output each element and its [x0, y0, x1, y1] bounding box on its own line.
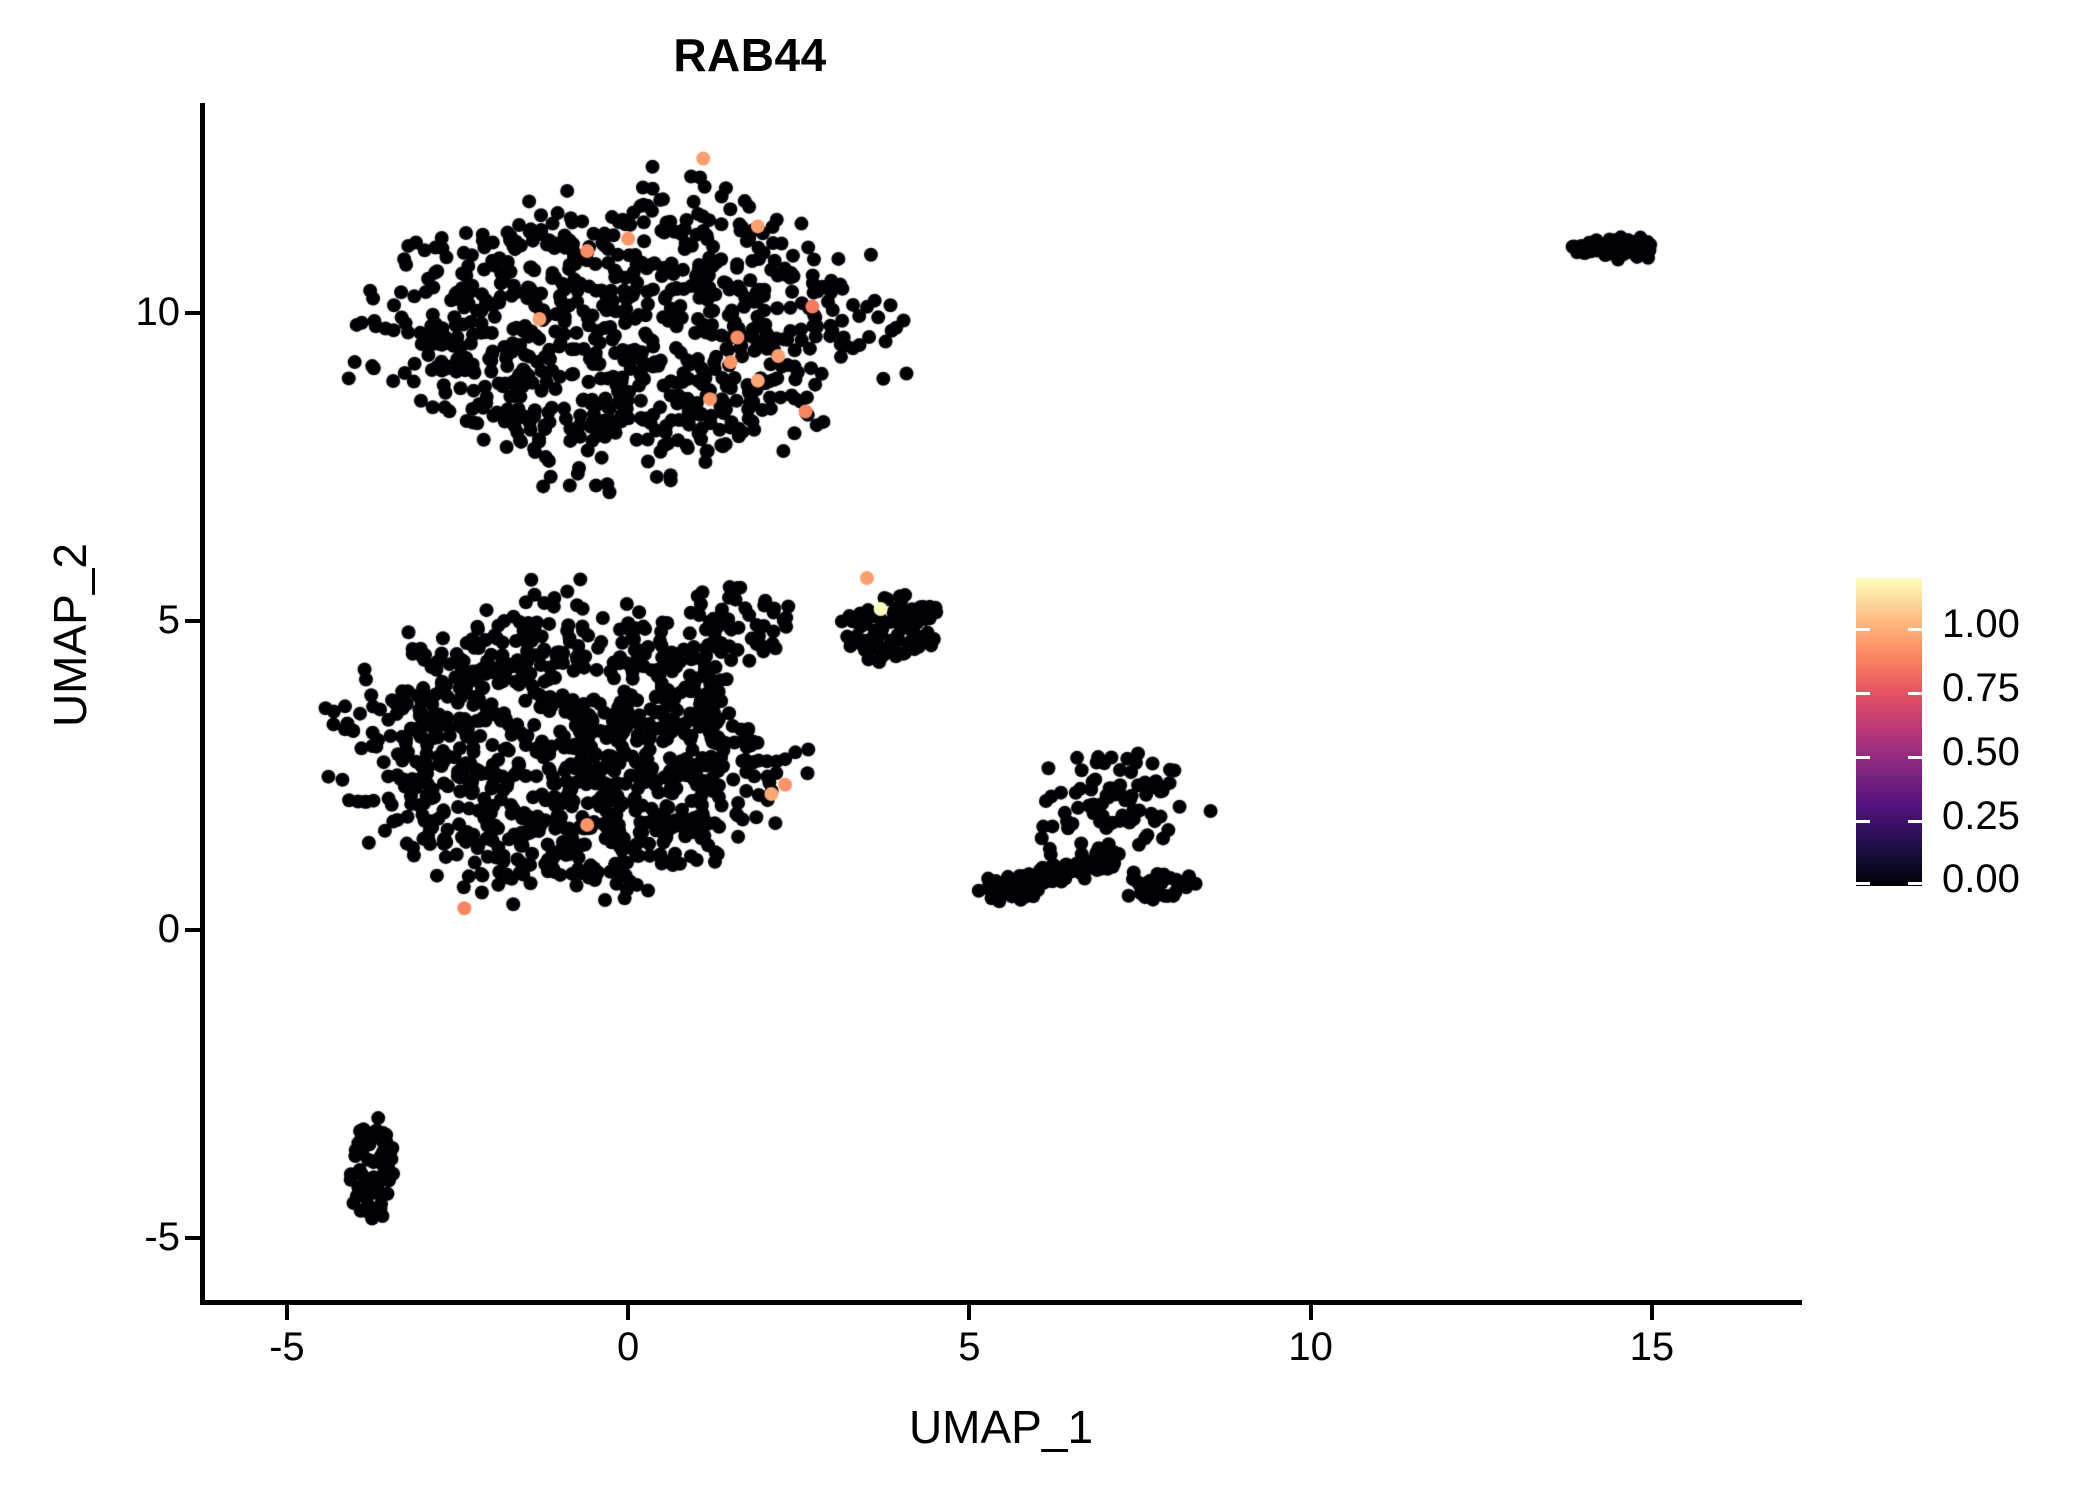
y-tick-0: [185, 1236, 200, 1241]
legend-label-1-00: 1.00: [1942, 602, 2020, 646]
y-axis-title-wrapper: UMAP_2: [44, 285, 105, 985]
legend-label-0-25: 0.25: [1942, 794, 2020, 838]
y-tick-label-3: 10: [135, 289, 181, 334]
x-tick-4: [1649, 1305, 1654, 1320]
x-tick-label-3: 10: [1288, 1325, 1333, 1369]
colorbar-tick-4-right: [1908, 820, 1922, 823]
colorbar-tick-2-left: [1856, 692, 1870, 695]
x-tick-0: [284, 1305, 289, 1320]
color-legend: 1.00 0.75 0.50 0.25 0.00: [1856, 578, 2086, 901]
colorbar-tick-5-right: [1908, 882, 1922, 885]
colorbar-gradient: [1856, 578, 1922, 886]
y-axis-title: UMAP_2: [44, 542, 96, 728]
y-tick-2: [185, 619, 200, 624]
colorbar-tick-1-right: [1908, 628, 1922, 631]
y-tick-1: [185, 927, 200, 932]
page-title: RAB44: [673, 29, 827, 81]
x-tick-label-2: 5: [958, 1325, 981, 1369]
y-tick-label-2: 5: [157, 598, 180, 643]
colorbar-tick-3-right: [1908, 756, 1922, 759]
x-tick-label-4: 15: [1629, 1325, 1675, 1369]
colorbar-tick-1-left: [1856, 628, 1870, 631]
scatter-plot-panel: [205, 103, 1802, 1300]
x-tick-label-1: 0: [617, 1325, 640, 1369]
x-tick-3: [1308, 1305, 1313, 1320]
y-tick-3: [185, 310, 200, 315]
x-tick-2: [967, 1305, 972, 1320]
legend-label-0-00: 0.00: [1942, 857, 2020, 901]
x-axis-line: [200, 1300, 1802, 1305]
y-tick-label-1: 0: [157, 906, 180, 951]
x-tick-1: [626, 1305, 631, 1320]
colorbar-tick-2-right: [1908, 692, 1922, 695]
x-axis-title: UMAP_1: [908, 1401, 1094, 1453]
colorbar-tick-3-left: [1856, 756, 1870, 759]
y-axis-line: [200, 103, 205, 1305]
y-tick-label-0: -5: [144, 1215, 180, 1260]
legend-label-0-50: 0.50: [1942, 730, 2020, 774]
colorbar-tick-5-left: [1856, 882, 1870, 885]
legend-label-0-75: 0.75: [1942, 666, 2020, 710]
colorbar-tick-4-left: [1856, 820, 1870, 823]
x-tick-label-0: -5: [269, 1325, 305, 1369]
scatter-points-canvas: [205, 103, 1802, 1300]
